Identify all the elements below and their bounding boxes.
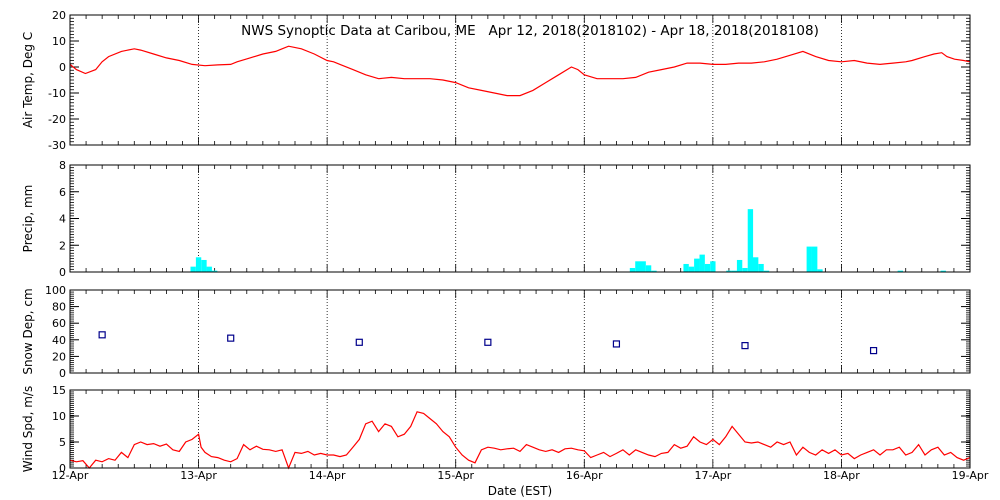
precip-bar xyxy=(195,257,202,272)
x-axis-label: Date (EST) xyxy=(488,484,552,498)
x-tick-label: 15-Apr xyxy=(437,469,474,482)
precip-bar xyxy=(688,266,695,272)
y-axis-label: Snow Dep, cm xyxy=(21,288,35,374)
y-axis-label: Wind Spd, m/s xyxy=(21,386,35,472)
panel-3: 0 20 40 60 80 100 Snow Dep, cm xyxy=(21,284,971,380)
panel-frame xyxy=(69,389,971,469)
chart-panels: -30 -20 -10 0 10 20 Air Temp, Deg C 0 2 4 6 8 Precip… xyxy=(21,9,971,475)
y-tick-label: 4 xyxy=(59,213,66,226)
precip-bar xyxy=(645,265,652,272)
precip-bar xyxy=(806,246,812,272)
precip-bar xyxy=(683,263,689,272)
x-tick-label: 12-Apr xyxy=(52,469,89,482)
snow-point xyxy=(484,338,492,346)
precip-bar xyxy=(752,257,759,272)
precip-bar xyxy=(812,246,818,272)
precip-bar xyxy=(190,266,196,272)
snow-point xyxy=(612,340,621,348)
y-tick-label: 10 xyxy=(52,35,66,48)
precip-bar xyxy=(201,259,207,272)
y-tick-label: 0 xyxy=(59,266,66,279)
y-axis-label: Precip, mm xyxy=(21,185,35,253)
precip-bar xyxy=(694,258,700,272)
precip-bar xyxy=(710,261,716,272)
snow-point xyxy=(227,334,235,342)
precip-bar xyxy=(629,267,636,272)
data-line xyxy=(69,45,971,97)
x-tick-label: 16-Apr xyxy=(566,469,603,482)
precip-bar xyxy=(736,259,743,272)
precip-bar xyxy=(747,209,754,272)
x-tick-label: 17-Apr xyxy=(694,469,731,482)
y-tick-label: 15 xyxy=(52,384,66,397)
x-tick-label: 14-Apr xyxy=(309,469,346,482)
snow-point xyxy=(98,331,106,339)
y-tick-label: 8 xyxy=(59,159,66,172)
precip-bar xyxy=(651,270,657,272)
y-tick-label: 20 xyxy=(52,350,66,363)
y-tick-label: 60 xyxy=(52,317,66,330)
precip-bar xyxy=(699,254,705,272)
y-tick-label: 0 xyxy=(59,61,66,74)
data-line xyxy=(69,411,971,470)
panel-1: -30 -20 -10 0 10 20 Air Temp, Deg C xyxy=(21,9,971,152)
snow-point xyxy=(355,338,363,346)
precip-bar xyxy=(635,261,641,272)
snow-point xyxy=(869,346,878,355)
panel-frame xyxy=(69,164,971,273)
snow-point xyxy=(741,342,749,350)
y-tick-label: 20 xyxy=(52,9,66,22)
y-tick-label: 6 xyxy=(59,186,66,199)
y-tick-label: 10 xyxy=(52,410,66,423)
y-tick-label: -20 xyxy=(48,113,66,126)
panel-2: 0 2 4 6 8 Precip, mm xyxy=(21,159,971,279)
x-tick-labels: 12-Apr 13-Apr 14-Apr 15-Apr 16-Apr 17-Apr 18-A… xyxy=(52,469,989,482)
precip-bar xyxy=(211,270,218,272)
x-tick-label: 13-Apr xyxy=(180,469,217,482)
x-tick-label: 19-Apr xyxy=(952,469,989,482)
y-tick-label: 80 xyxy=(52,301,66,314)
y-tick-label: 0 xyxy=(59,367,66,380)
chart-title: NWS Synoptic Data at Caribou, ME Apr 12,… xyxy=(241,23,819,39)
x-tick-label: 18-Apr xyxy=(823,469,860,482)
precip-bar xyxy=(726,270,732,272)
y-tick-label: 100 xyxy=(45,284,66,297)
precip-bar xyxy=(206,266,212,272)
precip-bar xyxy=(817,269,823,272)
y-tick-label: 5 xyxy=(59,436,66,449)
precip-bar xyxy=(758,263,764,272)
panel-frame xyxy=(69,289,971,374)
precip-bar xyxy=(897,270,903,272)
y-tick-label: 2 xyxy=(59,239,66,252)
y-tick-label: 40 xyxy=(52,334,66,347)
precip-bar xyxy=(763,270,770,272)
precip-bar xyxy=(742,267,748,272)
y-axis-label: Air Temp, Deg C xyxy=(21,32,35,128)
precip-bar xyxy=(704,263,711,272)
y-tick-label: -30 xyxy=(48,139,66,152)
panel-frame xyxy=(69,14,971,146)
precip-bar xyxy=(640,261,646,272)
precip-bar xyxy=(731,270,738,272)
y-tick-label: -10 xyxy=(48,87,66,100)
y-tick-label: 0 xyxy=(59,462,66,475)
panel-4: 0 5 10 15 Wind Spd, m/s xyxy=(21,384,971,475)
precip-bar xyxy=(940,270,946,272)
